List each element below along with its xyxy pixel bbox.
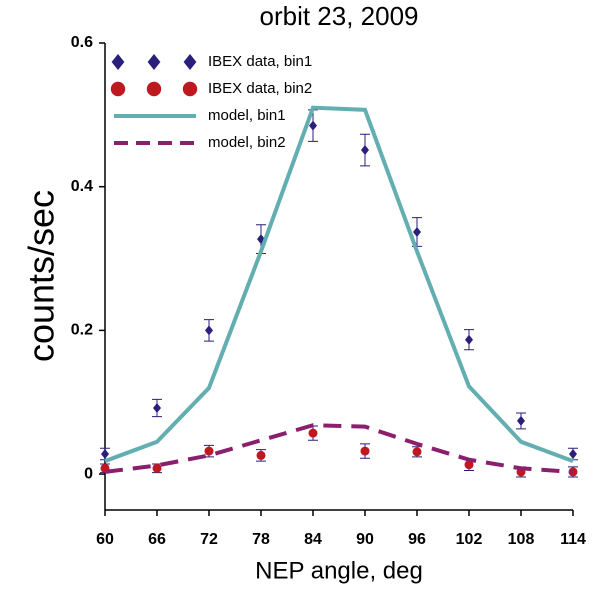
- chart-title: orbit 23, 2009: [259, 1, 418, 31]
- diamond-marker: [111, 53, 125, 70]
- circle-marker: [464, 460, 474, 470]
- circle-marker: [256, 450, 266, 460]
- legend-label: IBEX data, bin1: [208, 53, 312, 70]
- circle-marker: [146, 81, 162, 97]
- x-tick-label: 90: [356, 531, 374, 548]
- circle-marker: [110, 81, 126, 97]
- model-line: [104, 423, 574, 474]
- diamond-marker: [153, 402, 161, 413]
- diamond-marker: [517, 415, 525, 426]
- legend-label: IBEX data, bin2: [208, 80, 312, 97]
- x-tick-label: 66: [148, 531, 166, 548]
- diamond-marker: [361, 145, 369, 156]
- diamond-marker: [183, 53, 197, 70]
- legend-label: model, bin1: [208, 107, 286, 124]
- circle-marker: [182, 81, 198, 97]
- y-tick-label: 0: [84, 465, 93, 482]
- diamond-marker: [569, 448, 577, 459]
- x-axis-label: NEP angle, deg: [255, 557, 423, 584]
- y-tick-label: 0.4: [71, 178, 93, 195]
- x-tick-label: 60: [96, 531, 114, 548]
- x-tick-label: 108: [508, 531, 535, 548]
- circle-marker: [360, 446, 370, 456]
- x-tick-label: 84: [304, 531, 322, 548]
- y-tick-label: 0.2: [71, 322, 93, 339]
- diamond-marker: [309, 120, 317, 131]
- legend-label: model, bin2: [208, 134, 286, 151]
- circle-marker: [412, 447, 422, 457]
- diamond-marker: [101, 448, 109, 459]
- model-line: [104, 105, 574, 464]
- diamond-marker: [147, 53, 161, 70]
- circle-marker: [152, 463, 162, 473]
- circle-marker: [204, 446, 214, 456]
- diamond-marker: [413, 226, 421, 237]
- x-tick-label: 72: [200, 531, 218, 548]
- y-tick-label: 0.6: [71, 34, 93, 51]
- x-tick-label: 96: [408, 531, 426, 548]
- x-tick-label: 102: [456, 531, 483, 548]
- diamond-marker: [205, 325, 213, 336]
- x-tick-label: 114: [560, 531, 586, 548]
- circle-marker: [308, 428, 318, 438]
- diamond-marker: [465, 334, 473, 345]
- y-axis-label: counts/sec: [21, 190, 62, 362]
- x-tick-label: 78: [252, 531, 270, 548]
